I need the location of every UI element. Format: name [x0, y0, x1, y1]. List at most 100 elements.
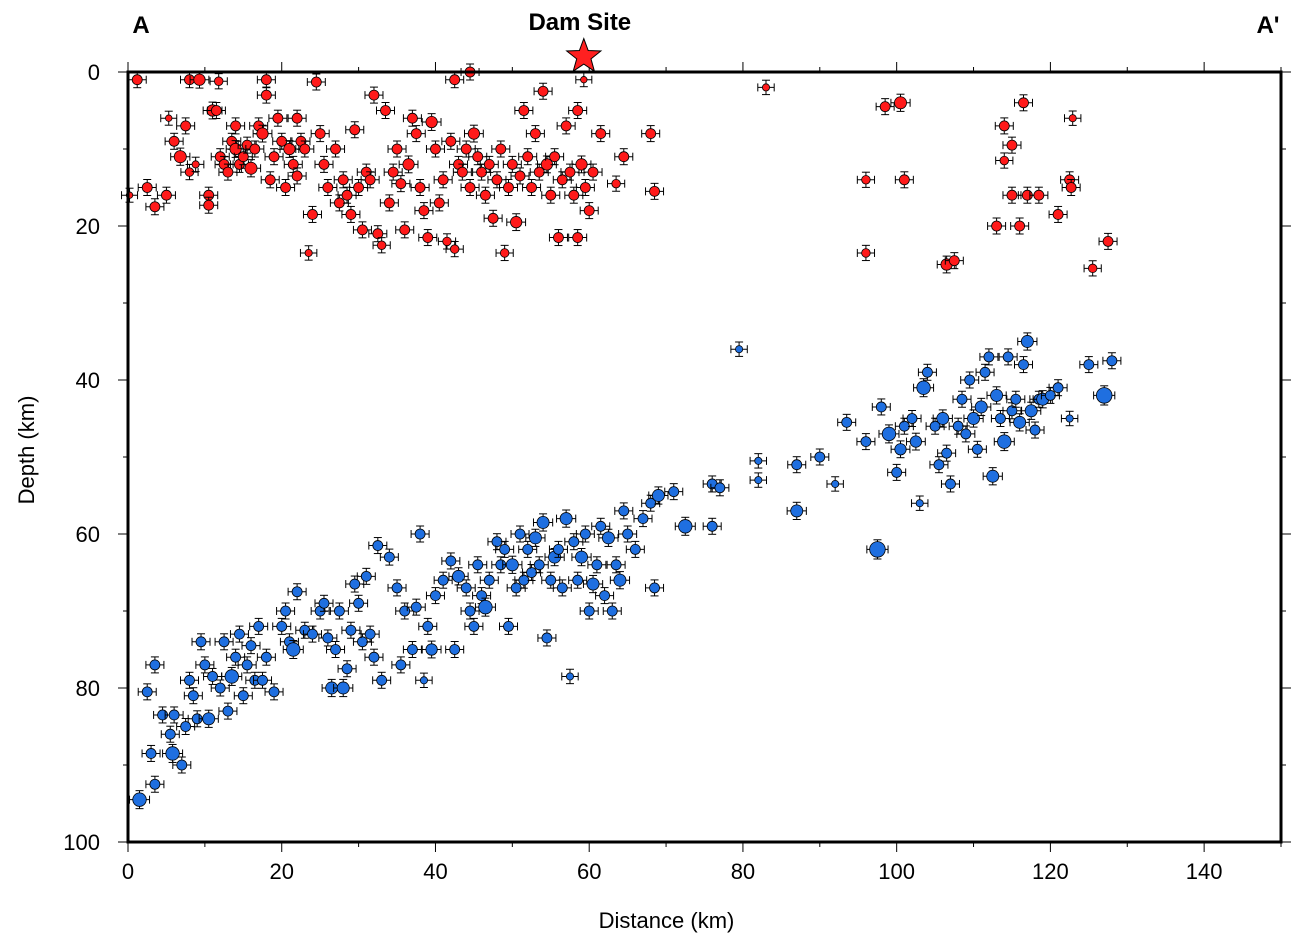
event-dot — [678, 519, 693, 534]
hypocenter — [210, 679, 230, 697]
hypocenter — [356, 567, 376, 585]
event-dot — [533, 166, 545, 178]
event-dot — [437, 574, 449, 586]
event-dot — [210, 105, 222, 116]
hypocenter — [456, 140, 476, 158]
hypocenter — [609, 571, 631, 590]
event-dot — [575, 158, 588, 171]
event-dot — [1010, 393, 1022, 405]
hypocenter — [189, 70, 210, 89]
event-dot — [407, 112, 418, 124]
event-dot — [861, 175, 871, 185]
event-dot — [1052, 382, 1064, 394]
y-tick-label: 20 — [76, 214, 100, 239]
hypocenter — [337, 660, 357, 678]
event-dot — [791, 459, 803, 471]
hypocenter — [564, 533, 584, 551]
event-dot — [618, 151, 630, 163]
hypocenter — [164, 706, 184, 724]
hypocenter — [1013, 94, 1033, 112]
x-tick-label: 60 — [577, 859, 601, 884]
event-dot — [173, 150, 187, 164]
event-dot — [491, 536, 503, 548]
hypocenter — [994, 117, 1014, 135]
hypocenter — [993, 432, 1015, 452]
hypocenter — [925, 417, 945, 435]
event-dot — [203, 199, 215, 211]
hypocenter — [552, 171, 572, 189]
event-dot — [587, 166, 599, 178]
hypocenter — [160, 725, 180, 743]
hypocenter — [575, 72, 593, 88]
event-dot — [176, 759, 188, 771]
event-dot — [234, 628, 245, 640]
hypocenter — [306, 73, 326, 91]
hypocenter — [502, 555, 523, 574]
event-dot — [579, 528, 591, 540]
event-dot — [467, 127, 480, 140]
event-dot — [929, 420, 941, 432]
event-dot — [449, 74, 461, 86]
event-dot — [990, 388, 1004, 402]
event-dot — [380, 105, 391, 116]
event-dot — [529, 128, 541, 140]
hypocenter — [1006, 390, 1026, 408]
hypocenter — [333, 678, 354, 698]
hypocenter — [337, 186, 357, 204]
hypocenter — [537, 629, 557, 647]
hypocenter — [406, 125, 426, 143]
hypocenter — [560, 163, 580, 181]
hypocenter — [541, 186, 561, 204]
event-dot — [478, 600, 493, 615]
event-dot — [568, 189, 580, 201]
hypocenter — [448, 567, 469, 586]
event-dot — [591, 559, 603, 571]
event-dot — [1102, 235, 1114, 247]
hypocenter — [276, 602, 296, 620]
event-dot — [280, 605, 291, 617]
x-axis-title: Distance (km) — [599, 908, 735, 933]
event-dot — [510, 582, 522, 594]
hypocenter — [145, 198, 165, 216]
event-dot — [218, 636, 230, 648]
hypocenter — [556, 509, 577, 528]
hypocenter — [164, 132, 184, 150]
hypocenter — [203, 667, 223, 685]
hypocenter — [141, 744, 161, 762]
dam-site-label: Dam Site — [528, 9, 631, 36]
hypocenter — [1002, 402, 1022, 420]
x-tick-label: 20 — [269, 859, 293, 884]
hypocenter — [475, 186, 495, 204]
hypocenter — [226, 117, 246, 135]
event-dot — [230, 651, 242, 663]
event-dot — [241, 659, 253, 671]
event-dot — [433, 197, 445, 209]
event-dot — [268, 151, 280, 163]
event-dot — [1006, 405, 1018, 417]
event-dot — [276, 621, 288, 632]
hypocenter — [468, 148, 488, 166]
event-dot — [1065, 182, 1077, 193]
event-dot — [933, 459, 945, 471]
event-dot — [1018, 97, 1029, 109]
hypocenter — [472, 587, 492, 605]
event-dot — [503, 621, 514, 632]
event-dot — [336, 681, 350, 695]
x-tick-label: 120 — [1032, 859, 1069, 884]
hypocenter — [541, 571, 561, 589]
hypocenter — [944, 252, 964, 270]
event-dot — [831, 479, 840, 488]
hypocenter — [757, 79, 775, 96]
hypocenter — [591, 517, 611, 535]
hypocenter — [460, 602, 480, 620]
event-dot — [149, 778, 161, 790]
hypocenter — [433, 571, 453, 589]
event-dot — [549, 151, 561, 163]
event-dot — [495, 143, 507, 155]
event-dot — [442, 236, 452, 247]
hypocenter — [372, 237, 391, 254]
hypocenter — [614, 502, 634, 520]
hypocenter — [548, 229, 568, 247]
hypocenter — [276, 179, 296, 196]
hypocenter — [487, 171, 507, 189]
